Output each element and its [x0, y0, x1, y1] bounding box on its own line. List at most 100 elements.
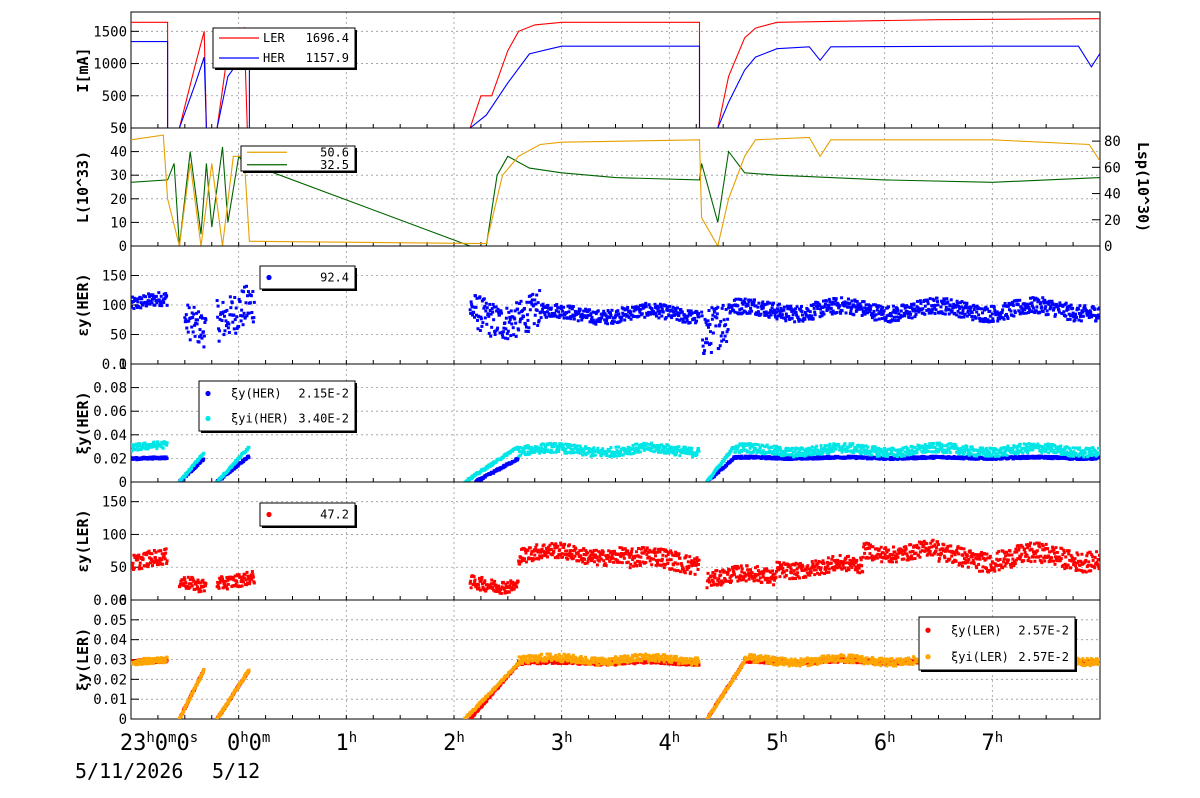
data-point	[775, 310, 779, 314]
data-point	[1003, 302, 1007, 306]
data-point	[1083, 307, 1087, 311]
data-point	[656, 450, 660, 454]
data-point	[747, 300, 751, 304]
data-point	[837, 443, 841, 447]
data-point	[765, 302, 769, 306]
data-point	[931, 307, 935, 311]
data-point	[828, 442, 832, 446]
data-point	[501, 335, 505, 339]
data-point	[831, 300, 835, 304]
data-point	[818, 303, 822, 307]
data-point	[494, 305, 498, 309]
data-point	[975, 310, 979, 314]
data-point	[995, 452, 999, 456]
data-point	[158, 300, 162, 304]
data-point	[952, 455, 956, 459]
y-tick-label: 0	[119, 475, 127, 491]
data-point	[872, 309, 876, 313]
data-point	[866, 311, 870, 315]
data-point	[711, 313, 715, 317]
data-point	[933, 312, 937, 316]
data-point	[821, 310, 825, 314]
data-point	[773, 452, 777, 456]
data-point	[606, 322, 610, 326]
data-point	[543, 445, 547, 449]
data-point	[216, 583, 220, 587]
data-point	[619, 449, 623, 453]
data-point	[850, 299, 854, 303]
data-point	[606, 309, 610, 313]
data-point	[532, 303, 536, 307]
data-point	[985, 449, 989, 453]
data-point	[508, 318, 512, 322]
data-point	[564, 552, 568, 556]
data-point	[150, 301, 154, 305]
data-point	[526, 330, 530, 334]
data-point	[555, 303, 559, 307]
data-point	[970, 446, 974, 450]
y-tick-label: 0.1	[102, 357, 127, 373]
data-point	[1062, 449, 1066, 453]
data-point	[868, 310, 872, 314]
data-point	[1024, 449, 1028, 453]
data-point	[985, 307, 989, 311]
data-point	[833, 302, 837, 306]
data-point	[577, 559, 581, 563]
data-point	[608, 449, 612, 453]
data-point	[637, 560, 641, 564]
data-point	[605, 319, 609, 323]
data-point	[157, 291, 161, 295]
data-point	[596, 309, 600, 313]
data-point	[875, 308, 879, 312]
data-point	[604, 554, 608, 558]
data-point	[152, 442, 156, 446]
data-point	[703, 317, 707, 321]
data-point	[577, 311, 581, 315]
data-point	[614, 454, 618, 458]
data-point	[1000, 310, 1004, 314]
data-point	[139, 447, 143, 451]
data-point	[545, 310, 549, 314]
data-point	[520, 316, 524, 320]
data-point	[556, 306, 560, 310]
data-point	[568, 306, 572, 310]
data-point	[782, 305, 786, 309]
data-point	[148, 302, 152, 306]
data-point	[517, 311, 521, 315]
data-point	[701, 338, 705, 342]
data-point	[764, 310, 768, 314]
data-point	[671, 305, 675, 309]
data-point	[631, 305, 635, 309]
data-point	[936, 303, 940, 307]
data-point	[949, 298, 953, 302]
data-point	[1037, 298, 1041, 302]
data-point	[923, 312, 927, 316]
y-tick-label: 50	[110, 328, 127, 344]
data-point	[771, 303, 775, 307]
data-point	[601, 553, 605, 557]
data-point	[743, 442, 747, 446]
data-point	[139, 306, 143, 310]
data-point	[672, 310, 676, 314]
data-point	[518, 562, 522, 566]
y-tick-label: 0.04	[93, 428, 127, 444]
data-point	[605, 453, 609, 457]
data-point	[556, 556, 560, 560]
data-point	[1048, 299, 1052, 303]
data-point	[670, 314, 674, 318]
data-point	[860, 307, 864, 311]
data-point	[1023, 307, 1027, 311]
data-point	[235, 579, 239, 583]
data-point	[756, 310, 760, 314]
y-right-tick-label: 20	[1104, 213, 1121, 229]
data-point	[659, 305, 663, 309]
data-point	[231, 575, 235, 579]
y-tick-label: 10	[110, 215, 127, 231]
data-point	[914, 312, 918, 316]
data-point	[925, 308, 929, 312]
data-point	[1023, 447, 1027, 451]
data-point	[617, 560, 621, 564]
data-point	[767, 315, 771, 319]
data-point	[238, 585, 242, 589]
data-point	[484, 589, 488, 593]
